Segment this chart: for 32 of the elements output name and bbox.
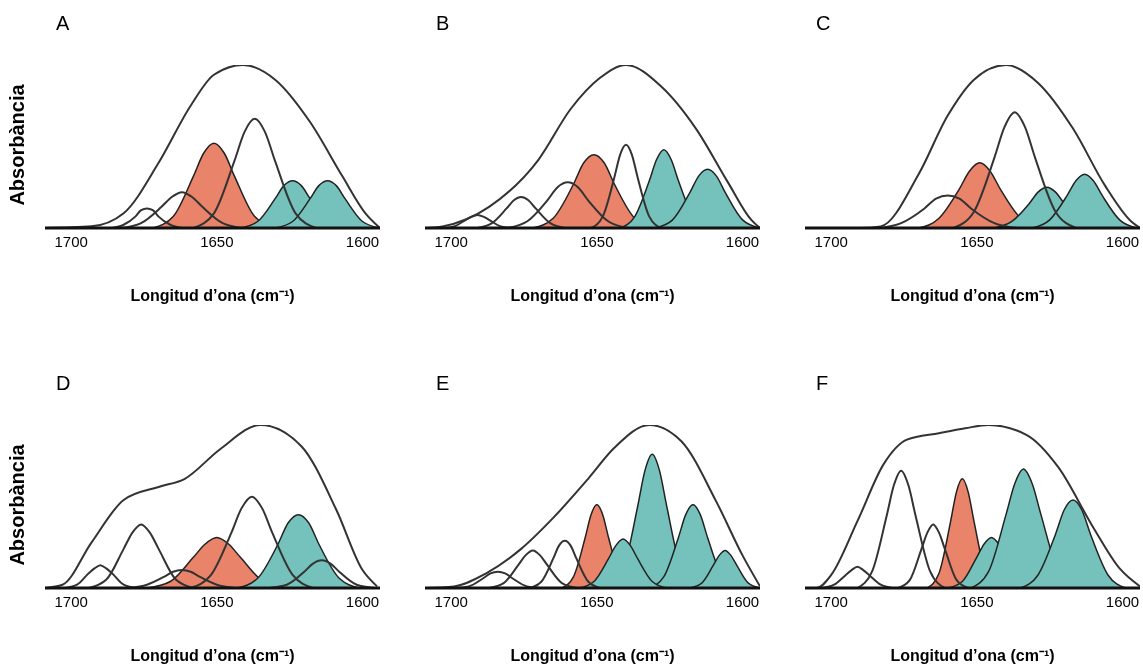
chart-title: D [56, 372, 71, 395]
x-tick-label: 1600 [1105, 592, 1140, 610]
x-tick-label: 1650 [580, 592, 614, 610]
x-axis-title: Longitud d’ona (cm⁻¹) [890, 647, 1055, 664]
x-tick-label: 1700 [434, 232, 468, 250]
x-axis-title: Longitud d’ona (cm⁻¹) [510, 287, 675, 304]
chart-title: E [436, 372, 450, 395]
x-tick-label: 1600 [345, 592, 380, 610]
x-tick-label: 1600 [345, 232, 380, 250]
x-tick-label: 1600 [725, 232, 760, 250]
x-tick-label: 1700 [434, 592, 468, 610]
x-tick-label: 1600 [1105, 232, 1140, 250]
x-tick-label: 1700 [814, 592, 848, 610]
chart-title: C [816, 12, 831, 35]
y-axis-title: Absorbància [5, 84, 28, 206]
y-axis-title: Absorbància [5, 444, 28, 566]
x-tick-label: 1650 [960, 232, 994, 250]
x-tick-label: 1650 [200, 592, 234, 610]
x-tick-label: 1650 [200, 232, 234, 250]
x-tick-label: 1700 [814, 232, 848, 250]
x-axis-title: Longitud d’ona (cm⁻¹) [890, 287, 1055, 304]
x-tick-label: 1650 [580, 232, 614, 250]
x-tick-label: 1700 [54, 592, 88, 610]
x-axis-title: Longitud d’ona (cm⁻¹) [510, 647, 675, 664]
x-tick-label: 1700 [54, 232, 88, 250]
x-tick-label: 1650 [960, 592, 994, 610]
chart-title: F [816, 372, 829, 395]
x-axis-title: Longitud d’ona (cm⁻¹) [130, 287, 295, 304]
chart-title: B [436, 12, 450, 35]
x-tick-label: 1600 [725, 592, 760, 610]
chart-title: A [56, 12, 70, 35]
x-axis-title: Longitud d’ona (cm⁻¹) [130, 647, 295, 664]
